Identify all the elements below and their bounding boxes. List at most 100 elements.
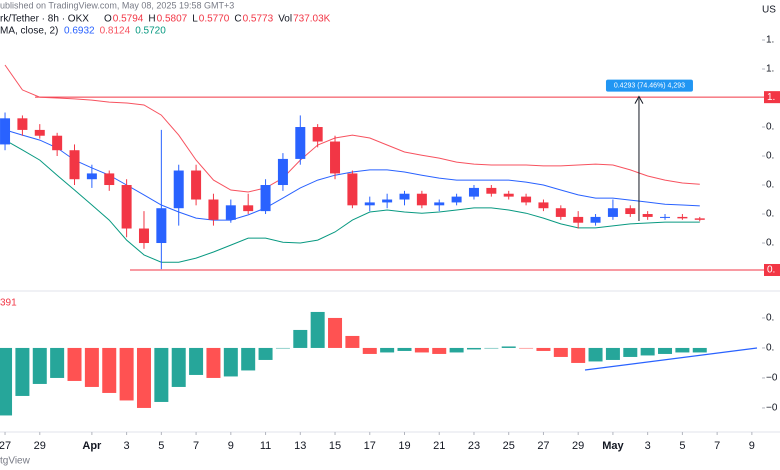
candle-body (208, 199, 219, 220)
x-tick-label: 5 (679, 440, 685, 452)
histogram-bar (293, 329, 308, 348)
histogram-bar (275, 347, 290, 349)
y-tick-label: 0. (766, 313, 774, 324)
histogram-bar (241, 347, 256, 371)
candle-body (694, 218, 705, 220)
candle-body (260, 185, 271, 212)
histogram-bar (136, 347, 151, 408)
x-tick-label: 11 (260, 440, 271, 452)
candle-body (555, 208, 566, 217)
x-tick-label: 7 (193, 440, 199, 452)
histogram-bar (15, 347, 30, 396)
histogram-bar (32, 347, 47, 384)
level-badge (764, 91, 780, 104)
indicator-value: 0.8124 (100, 26, 131, 37)
macd-legend: 391 (0, 298, 17, 309)
candle-body (590, 216, 601, 223)
y-tick-label: 0. (766, 343, 774, 354)
candle-body (52, 135, 63, 151)
band-line (4, 139, 700, 263)
histogram-bar (310, 311, 325, 348)
candle-body (156, 208, 167, 244)
x-tick-label: 9 (228, 440, 234, 452)
candle-body (295, 127, 306, 159)
measure-label: 0.4293 (74.46%) 4,293 (614, 82, 685, 89)
ohlc-value: 0.5794 (113, 14, 144, 25)
candle-body (225, 205, 236, 220)
candle-body (468, 187, 479, 197)
histogram-bar (519, 347, 534, 349)
symbol-title: rk/Tether · 8h · OKX (0, 14, 89, 25)
histogram-bar (484, 347, 499, 349)
histogram-bar (397, 347, 412, 351)
candle-body (347, 173, 358, 206)
y-tick-label: −0 (766, 373, 778, 384)
candle-body (625, 208, 636, 215)
candle-body (0, 118, 11, 145)
histogram-bar (67, 347, 82, 381)
histogram-bar (206, 347, 221, 378)
histogram-bar (449, 347, 464, 353)
x-tick-label: 27 (0, 440, 11, 452)
candle-body (607, 208, 618, 217)
candle-body (382, 199, 393, 203)
candle-body (243, 205, 254, 212)
x-tick-label: Apr (82, 440, 102, 452)
candle-body (642, 214, 653, 217)
y-tick-label: 0. (766, 122, 774, 133)
x-tick-label: 21 (433, 440, 445, 452)
band-line (4, 64, 700, 193)
candle-body (538, 202, 549, 209)
y-tick-label: −0 (766, 403, 778, 414)
indicator-value: 0.5720 (135, 26, 166, 37)
histogram-bar (536, 347, 551, 351)
histogram-bar (640, 347, 655, 356)
histogram-bar (501, 346, 516, 348)
watermark: tgView (0, 456, 31, 467)
y-tick-label: 1. (766, 64, 774, 75)
x-tick-label: 23 (468, 440, 480, 452)
histogram-bar (692, 347, 707, 353)
histogram-bar (466, 347, 481, 350)
candle-body (486, 187, 497, 194)
histogram-bar (345, 335, 360, 348)
indicator-value: 0.6932 (64, 26, 95, 37)
measure-box (605, 79, 693, 92)
histogram-bar (553, 347, 568, 357)
histogram-bar (605, 347, 620, 360)
y-tick-label: 0. (766, 209, 774, 220)
histogram-bar (414, 347, 429, 353)
candle-body (104, 173, 115, 186)
candle-body (17, 118, 28, 130)
histogram-bar (380, 347, 395, 353)
histogram-bar (50, 347, 65, 378)
candle-body (86, 173, 97, 180)
ohlc-value: 0.5807 (157, 14, 188, 25)
histogram-bar (84, 347, 99, 387)
trend-line (584, 347, 758, 371)
x-tick-label: 19 (398, 440, 410, 452)
histogram-bar (658, 347, 673, 354)
x-tick-label: 13 (294, 440, 306, 452)
candle-body (434, 202, 445, 206)
y-tick-label: 1. (766, 35, 774, 46)
x-tick-label: 3 (645, 440, 651, 452)
candle-body (138, 228, 149, 244)
candle-body (173, 170, 184, 209)
candle-body (121, 185, 132, 229)
ohlc-label: O (104, 14, 112, 25)
x-tick-label: 15 (329, 440, 341, 452)
candle-body (521, 196, 532, 203)
histogram-bar (571, 347, 586, 363)
histogram-bar (119, 347, 134, 401)
histogram-bar (362, 347, 377, 354)
candle-body (34, 129, 45, 136)
candle-body (573, 216, 584, 223)
x-tick-label: 3 (124, 440, 130, 452)
histogram-bar (675, 347, 690, 353)
histogram-bar (623, 347, 638, 357)
currency-label: US (762, 5, 776, 16)
